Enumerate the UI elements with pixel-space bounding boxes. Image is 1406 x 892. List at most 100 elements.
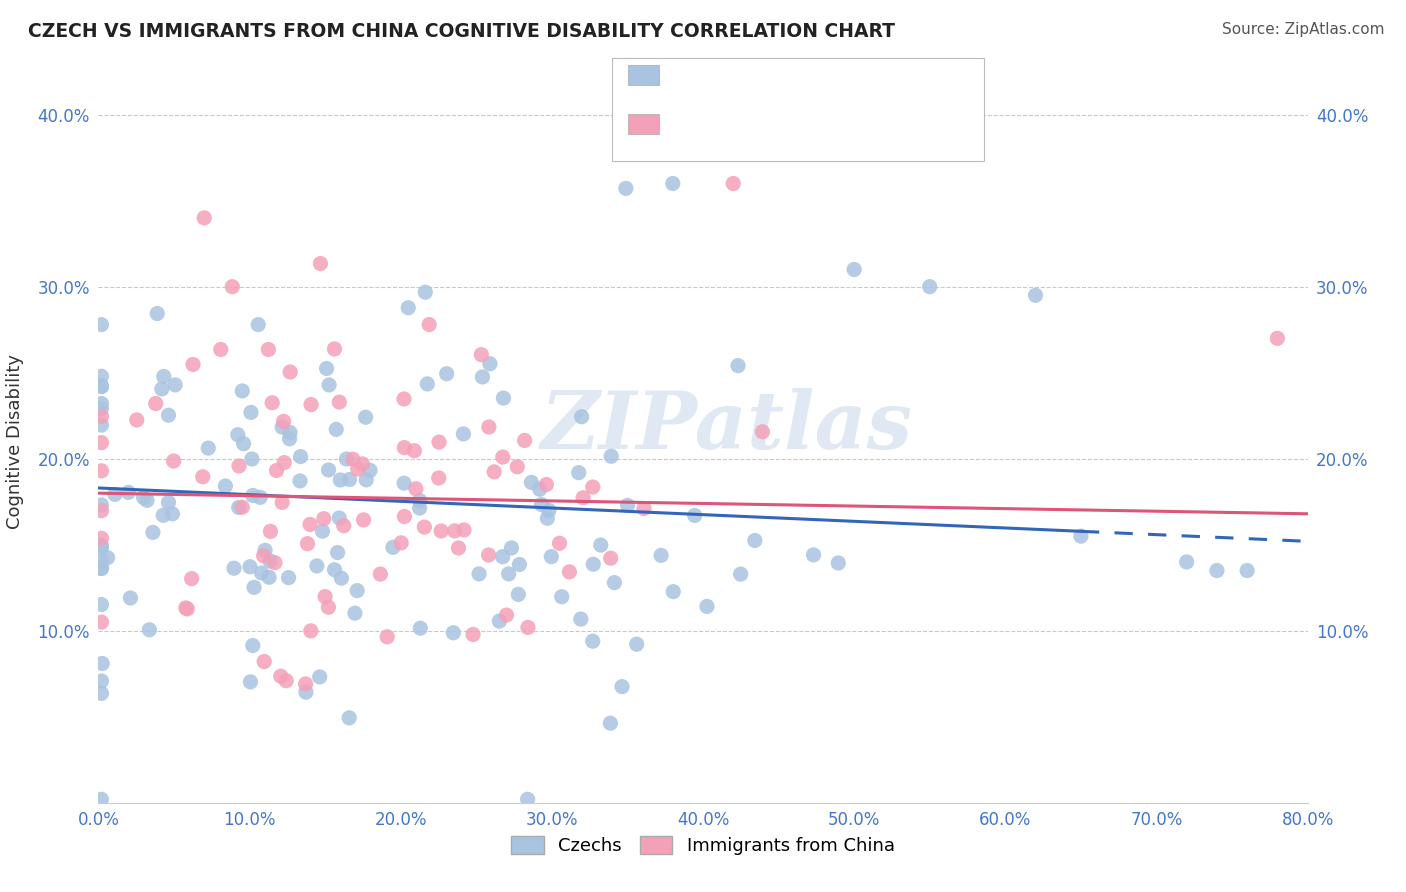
Point — [197, 441, 219, 455]
Point — [468, 566, 491, 581]
Point — [375, 630, 398, 644]
Point — [90, 561, 112, 575]
Point — [90, 396, 112, 410]
Point — [90, 379, 112, 393]
Point — [827, 556, 849, 570]
Point — [318, 378, 340, 392]
Point — [257, 343, 280, 357]
Point — [478, 420, 501, 434]
Point — [610, 680, 633, 694]
Point — [571, 409, 593, 424]
Point — [346, 462, 368, 476]
Point — [501, 541, 523, 555]
Point — [253, 549, 276, 563]
Point — [90, 598, 112, 612]
Point — [683, 508, 706, 523]
Point — [97, 550, 120, 565]
Point — [516, 792, 538, 806]
Point — [370, 567, 392, 582]
Point — [277, 571, 299, 585]
Point — [661, 177, 683, 191]
Point — [569, 612, 592, 626]
Point — [90, 792, 112, 806]
Point — [249, 491, 271, 505]
Point — [104, 487, 127, 501]
Point — [520, 475, 543, 490]
Point — [239, 674, 262, 689]
Point — [231, 500, 253, 515]
Point — [392, 476, 415, 491]
Point — [90, 318, 112, 332]
Point — [529, 482, 551, 496]
Text: 81: 81 — [834, 115, 859, 133]
Point — [145, 396, 167, 410]
Point — [247, 318, 270, 332]
Point — [537, 503, 560, 517]
Point — [408, 493, 430, 508]
Point — [239, 559, 262, 574]
Point — [488, 614, 510, 628]
Point — [453, 523, 475, 537]
Point — [335, 452, 357, 467]
Point — [540, 549, 562, 564]
Point — [844, 262, 866, 277]
Text: N =: N = — [794, 66, 834, 84]
Point — [582, 634, 605, 648]
Point — [278, 432, 301, 446]
Point — [600, 449, 623, 463]
Point — [516, 620, 538, 634]
Point — [117, 485, 139, 500]
Point — [290, 450, 312, 464]
Point — [259, 524, 281, 539]
Point — [1024, 288, 1046, 302]
Point — [136, 493, 159, 508]
Point — [696, 599, 718, 614]
Point — [308, 670, 330, 684]
Point — [408, 501, 430, 516]
Point — [312, 512, 335, 526]
Point — [90, 539, 112, 553]
Point — [278, 365, 301, 379]
Point — [90, 401, 112, 416]
Point — [90, 369, 112, 384]
Point — [142, 525, 165, 540]
Point — [226, 427, 249, 442]
Legend: Czechs, Immigrants from China: Czechs, Immigrants from China — [503, 829, 903, 863]
Point — [90, 504, 112, 518]
Point — [165, 377, 187, 392]
Point — [240, 452, 263, 467]
Point — [193, 211, 215, 225]
Point — [120, 591, 142, 605]
Point — [90, 541, 112, 555]
Point — [443, 524, 465, 538]
Point — [339, 473, 361, 487]
Point — [250, 566, 273, 580]
Point — [723, 177, 745, 191]
Point — [394, 441, 416, 455]
Point — [90, 554, 112, 568]
Point — [394, 509, 416, 524]
Point — [418, 318, 440, 332]
Point — [181, 358, 204, 372]
Point — [294, 677, 316, 691]
Point — [436, 367, 458, 381]
Point — [298, 517, 321, 532]
Point — [427, 471, 450, 485]
Point — [318, 463, 340, 477]
Point — [228, 500, 250, 515]
Point — [288, 474, 311, 488]
Point — [242, 488, 264, 502]
Point — [353, 513, 375, 527]
Point — [582, 558, 605, 572]
Point — [568, 466, 591, 480]
Point — [492, 549, 515, 564]
Point — [1070, 529, 1092, 543]
Point — [330, 571, 353, 585]
Point — [138, 623, 160, 637]
Point — [90, 435, 112, 450]
Point — [413, 285, 436, 300]
Text: ZIPatlas: ZIPatlas — [541, 388, 914, 466]
Point — [90, 498, 112, 512]
Point — [342, 452, 364, 467]
Point — [90, 380, 112, 394]
